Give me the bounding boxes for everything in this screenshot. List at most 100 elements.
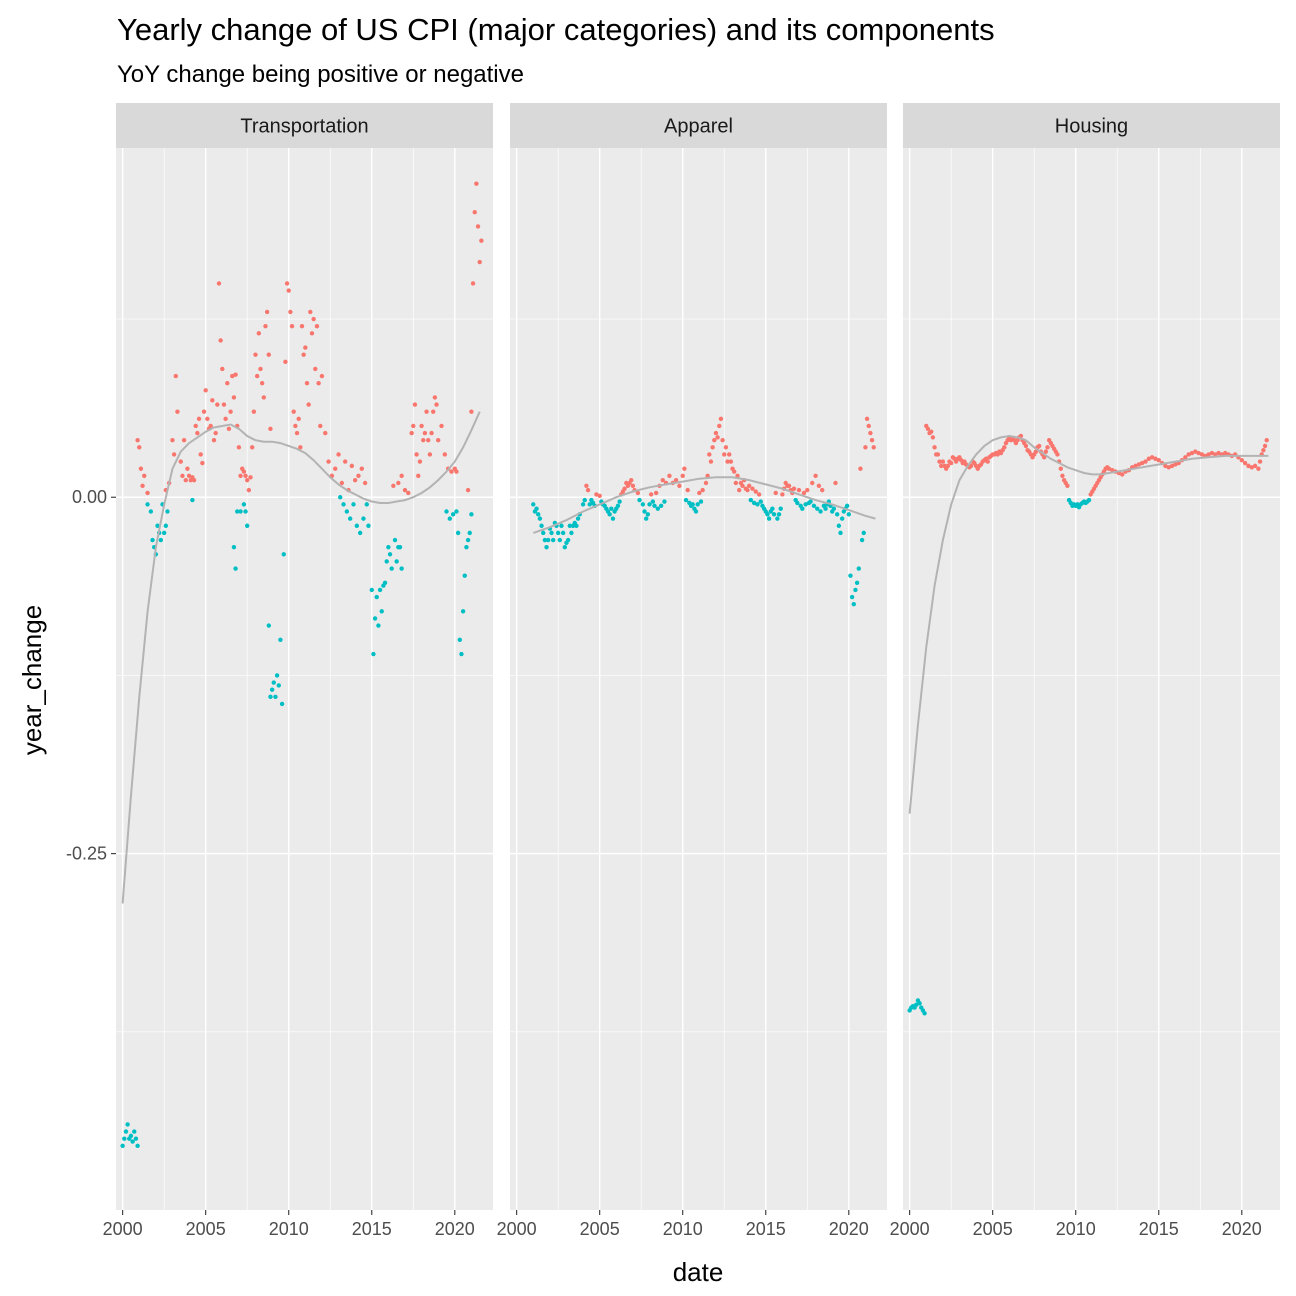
positive-point [416, 473, 421, 479]
negative-point [803, 502, 808, 507]
negative-point [643, 516, 649, 521]
negative-point [361, 516, 366, 521]
positive-point [409, 430, 414, 436]
positive-point [472, 209, 477, 215]
positive-point [183, 477, 188, 483]
positive-point [228, 409, 233, 414]
negative-point [560, 530, 566, 536]
positive-point [439, 423, 444, 429]
negative-point [808, 499, 813, 504]
positive-point [431, 409, 436, 414]
positive-point [432, 395, 438, 400]
positive-point [193, 423, 198, 429]
positive-point [419, 423, 424, 429]
negative-point [165, 509, 170, 514]
positive-point [750, 486, 755, 491]
negative-point [459, 651, 464, 657]
positive-point [253, 352, 258, 357]
negative-point [268, 694, 273, 700]
negative-point [831, 506, 837, 511]
positive-point [1199, 452, 1205, 457]
negative-point [394, 559, 399, 564]
positive-point [1264, 438, 1269, 443]
negative-point [839, 516, 845, 521]
negative-point [562, 544, 568, 550]
positive-point [421, 438, 426, 443]
positive-point [745, 487, 750, 493]
negative-point [241, 502, 247, 507]
negative-point [371, 651, 376, 657]
x-tick-label: 2000 [890, 1219, 930, 1239]
x-tick-label: 2020 [1222, 1219, 1262, 1239]
negative-point [652, 503, 657, 509]
positive-point [336, 452, 341, 457]
positive-point [185, 466, 190, 471]
positive-point [137, 445, 142, 450]
negative-point [815, 506, 820, 511]
negative-point [1086, 497, 1092, 503]
negative-point [695, 502, 700, 507]
positive-point [291, 409, 296, 414]
negative-point [344, 509, 350, 514]
positive-point [786, 483, 792, 489]
negative-point [587, 502, 592, 507]
positive-point [985, 459, 990, 464]
positive-point [261, 395, 267, 400]
negative-point [245, 523, 250, 528]
positive-point [1183, 455, 1188, 460]
positive-point [474, 181, 479, 186]
positive-point [685, 487, 690, 493]
positive-point [417, 459, 423, 464]
negative-point [549, 530, 554, 536]
positive-point [135, 438, 140, 443]
negative-point [374, 594, 379, 600]
positive-point [710, 445, 715, 450]
positive-point [929, 429, 934, 434]
negative-point [399, 566, 404, 571]
positive-point [680, 473, 685, 479]
negative-point [133, 1136, 139, 1141]
negative-point [609, 506, 614, 511]
negative-point [454, 509, 459, 514]
negative-point [640, 502, 646, 507]
positive-point [288, 309, 293, 315]
negative-point [848, 573, 853, 578]
negative-point [364, 502, 369, 507]
positive-point [178, 459, 183, 464]
facet-strip [116, 103, 493, 148]
positive-point [773, 490, 778, 496]
positive-point [259, 381, 265, 386]
positive-point [700, 487, 705, 493]
negative-point [392, 537, 398, 543]
positive-point [294, 430, 300, 436]
positive-point [708, 459, 714, 464]
positive-point [249, 445, 255, 450]
positive-point [191, 477, 197, 483]
panel-housing: Housing 2000 2005 2010 2015 2020 [890, 103, 1280, 1239]
positive-point [170, 438, 175, 443]
positive-point [342, 459, 348, 464]
positive-point [868, 430, 873, 436]
positive-point [1166, 465, 1171, 470]
positive-point [707, 452, 712, 457]
negative-point [190, 497, 195, 503]
positive-point [725, 459, 730, 464]
negative-point [922, 1011, 927, 1016]
negative-point [125, 1122, 130, 1127]
positive-point [442, 452, 448, 457]
positive-point [1133, 463, 1138, 469]
negative-point [642, 509, 647, 514]
negative-point [387, 552, 393, 557]
negative-point [565, 537, 571, 543]
positive-point [171, 452, 177, 457]
positive-point [746, 483, 752, 489]
positive-point [1209, 450, 1215, 456]
positive-point [140, 483, 145, 489]
negative-point [347, 516, 353, 521]
positive-point [196, 416, 202, 422]
positive-point [722, 452, 727, 457]
negative-point [610, 516, 616, 521]
negative-point [369, 587, 374, 593]
negative-point [818, 509, 823, 514]
positive-point [1041, 455, 1047, 460]
